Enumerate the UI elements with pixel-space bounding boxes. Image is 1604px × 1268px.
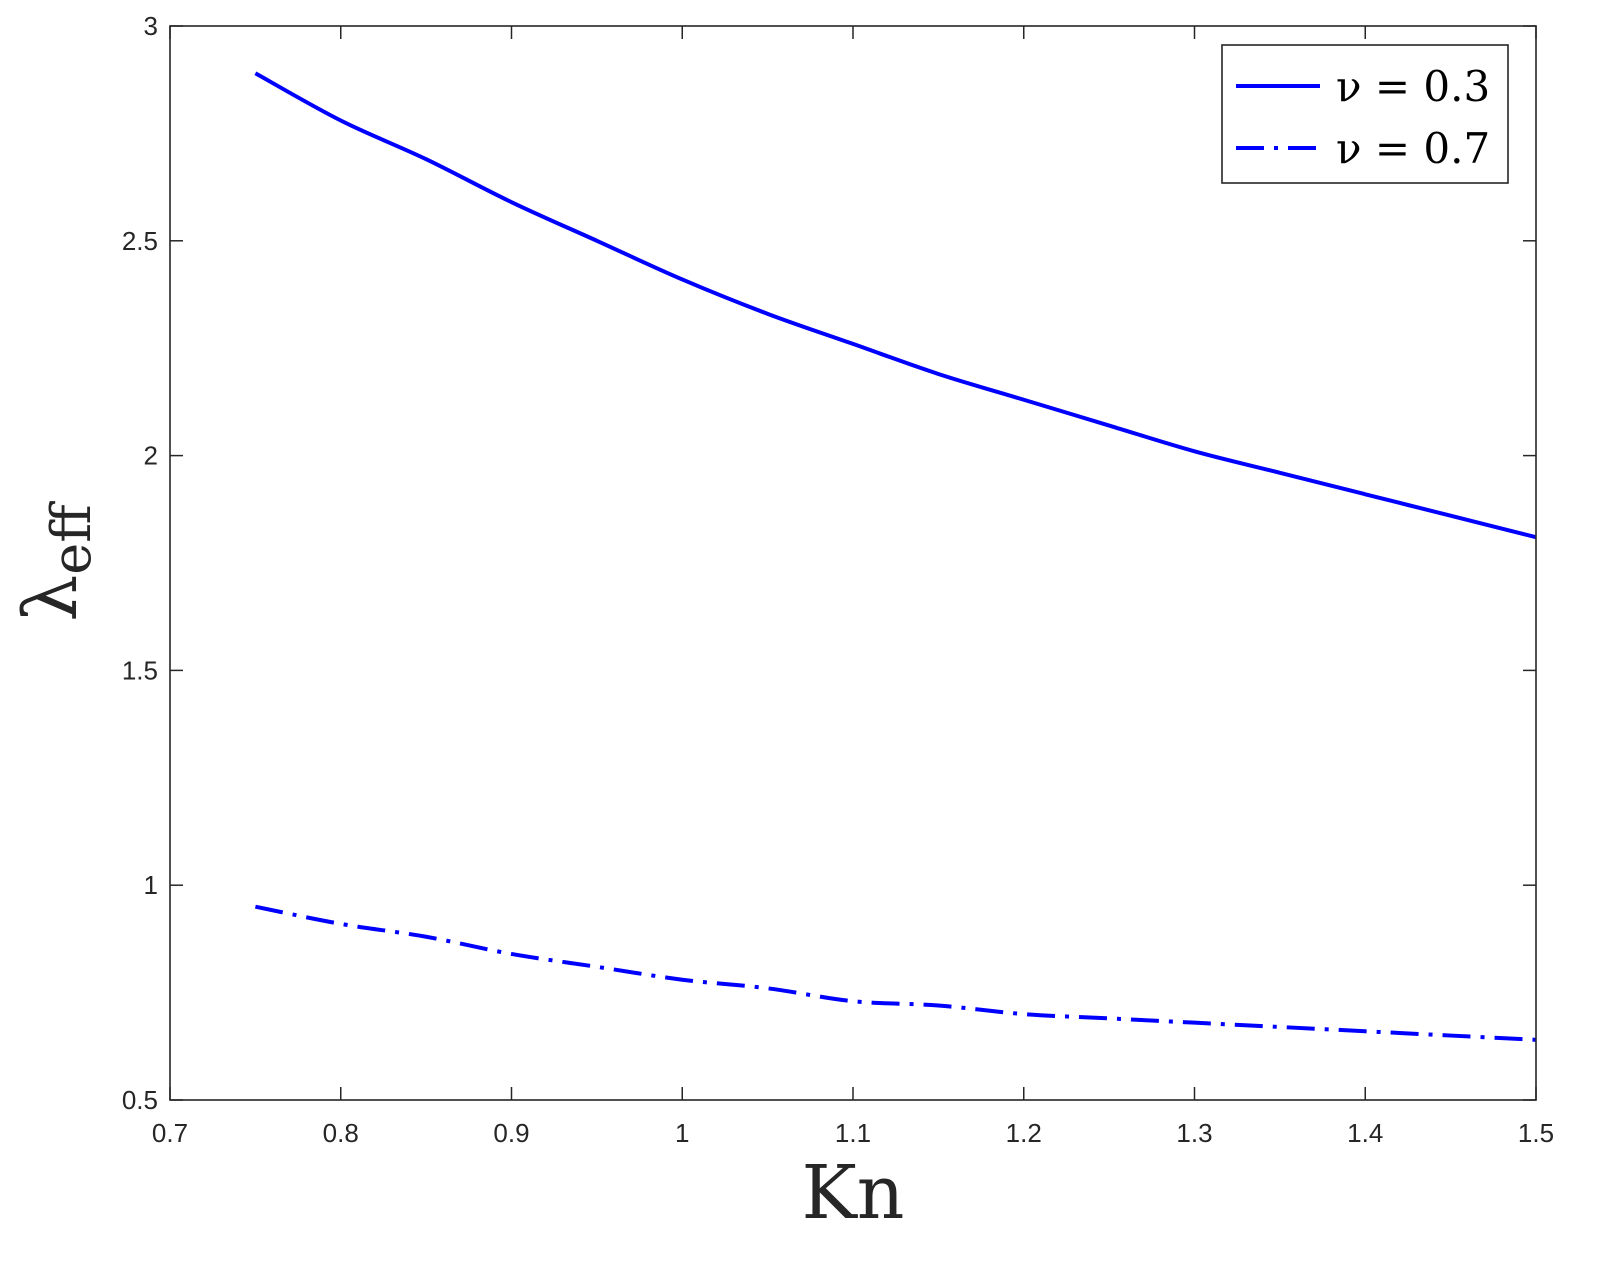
series-line-1 — [254, 71, 1537, 540]
x-tick-label: 1.5 — [1518, 1118, 1554, 1148]
axis-tick-labels: 0.7 0.8 0.9 1 1.1 1.2 1.3 1.4 1.5 0.5 1 1.5 2 2.5 3 — [122, 11, 1554, 1148]
y-tick-label: 0.5 — [122, 1085, 158, 1115]
legend: ν = 0.3 ν = 0.7 — [1221, 44, 1509, 184]
axes-box — [169, 25, 1537, 1101]
series-line-2 — [254, 904, 1537, 1042]
x-tick-label: 1.3 — [1176, 1118, 1212, 1148]
y-axis-title-base: λ — [8, 575, 94, 622]
x-tick-label: 0.8 — [323, 1118, 359, 1148]
y-tick-label: 2.5 — [122, 226, 158, 256]
series-layer — [254, 71, 1537, 1042]
y-tick-label: 1.5 — [122, 655, 158, 685]
x-tick-label: 1 — [675, 1118, 689, 1148]
y-axis-title-subscript: eff — [40, 501, 103, 575]
y-tick-label: 2 — [144, 441, 158, 471]
x-tick-label: 1.1 — [835, 1118, 871, 1148]
x-tick-label: 0.9 — [493, 1118, 529, 1148]
x-tick-label: 1.2 — [1006, 1118, 1042, 1148]
legend-label-1: ν = 0.3 — [1336, 62, 1490, 111]
y-tick-label: 1 — [144, 870, 158, 900]
legend-box — [1221, 44, 1509, 184]
x-axis-title: Kn — [802, 1150, 905, 1236]
legend-label-2: ν = 0.7 — [1336, 124, 1490, 173]
x-tick-label: 0.7 — [152, 1118, 188, 1148]
x-tick-label: 1.4 — [1347, 1118, 1383, 1148]
y-tick-label: 3 — [144, 11, 158, 41]
y-axis-title: λeff — [8, 501, 103, 622]
